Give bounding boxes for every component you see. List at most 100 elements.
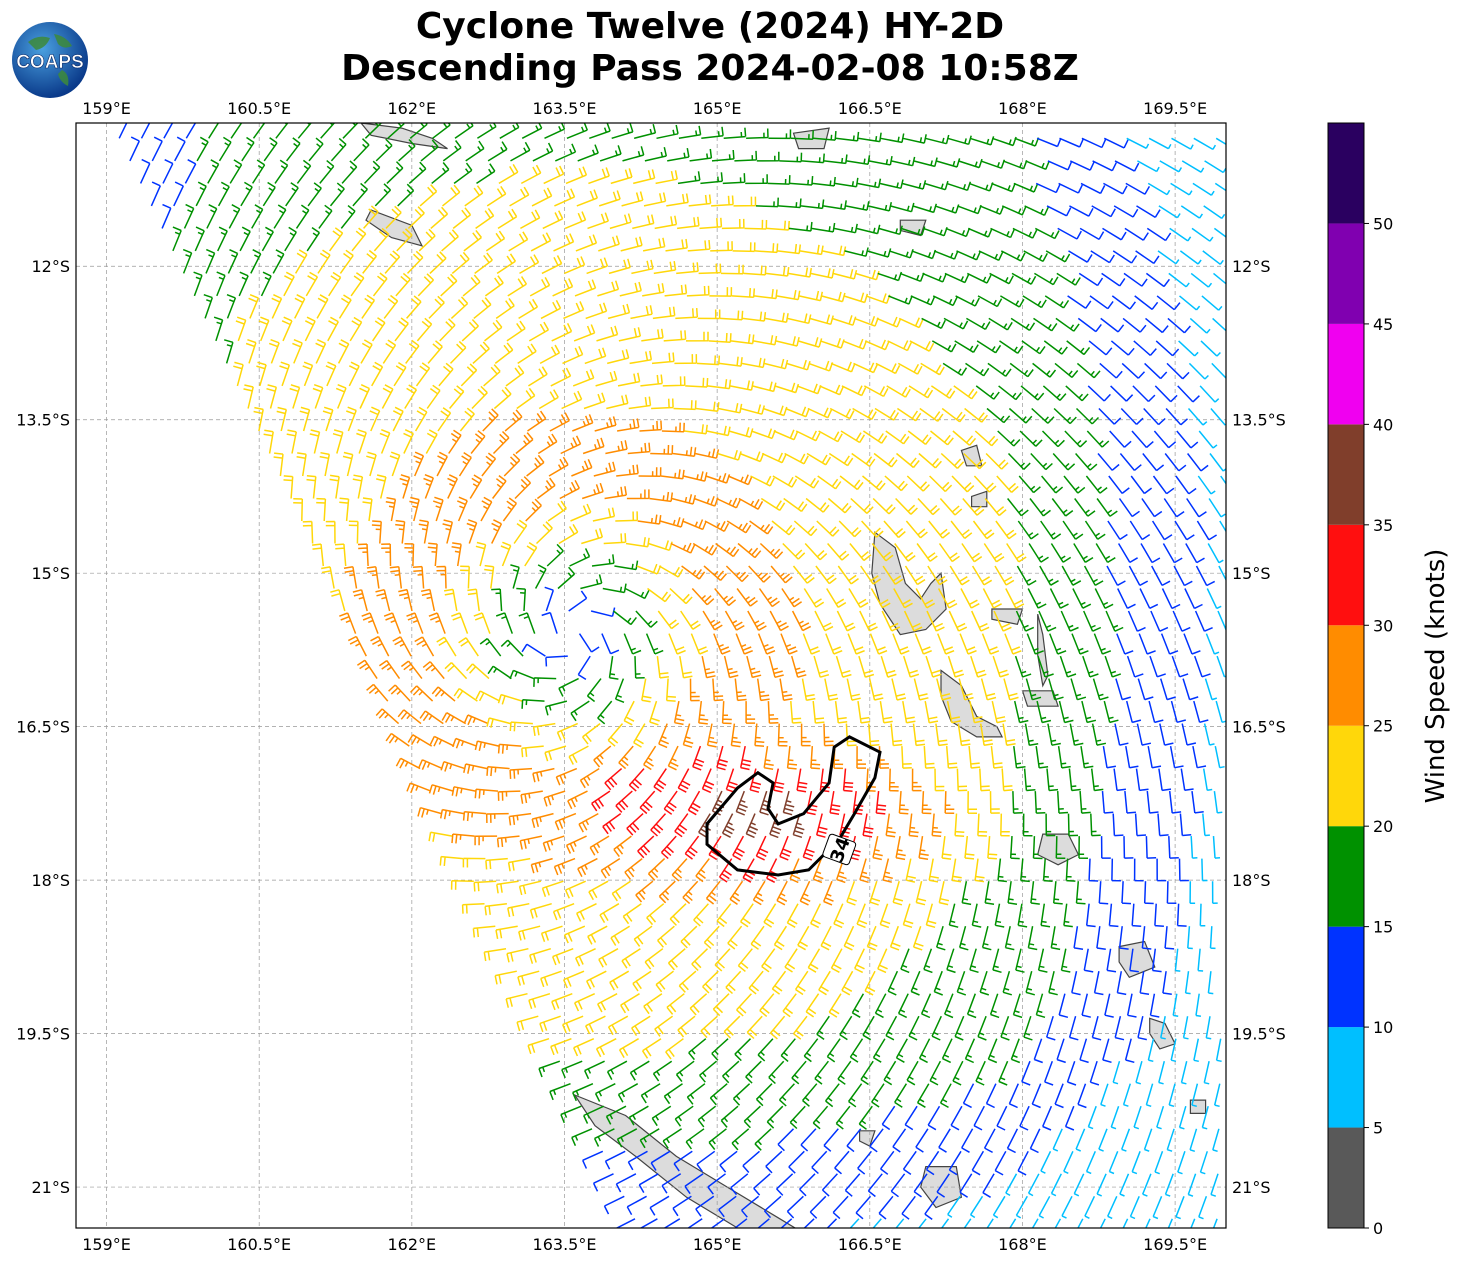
wind-barb [981, 926, 992, 951]
wind-barb [710, 241, 733, 252]
wind-barb [1211, 362, 1226, 380]
wind-barb [594, 1083, 616, 1102]
wind-barb [408, 161, 427, 184]
wind-barb [1101, 272, 1126, 287]
wind-barb [514, 476, 532, 500]
wind-barb [793, 520, 818, 537]
wind-barb [930, 385, 956, 399]
wind-barb [1178, 1105, 1187, 1130]
wind-barb [734, 678, 747, 702]
wind-barb [922, 272, 947, 283]
wind-barb [675, 308, 699, 320]
wind-barb [717, 449, 742, 461]
wind-barb [940, 452, 965, 469]
wind-barb [559, 479, 580, 500]
wind-barb [754, 243, 779, 254]
wind-barb [384, 250, 401, 274]
wind-barb [839, 1015, 853, 1041]
wind-barb [927, 565, 948, 586]
wind-barb [381, 384, 394, 409]
wind-barb [1204, 678, 1218, 701]
wind-barb [1163, 498, 1185, 518]
wind-barb [810, 903, 822, 929]
wind-barb [1145, 317, 1169, 334]
wind-barb [680, 925, 698, 949]
wind-barb [925, 134, 950, 145]
wind-barb [610, 925, 630, 946]
wind-barb [689, 678, 700, 702]
wind-barb [506, 947, 529, 963]
wind-barb [307, 182, 322, 207]
island-13 [792, 127, 830, 150]
wind-barb [990, 746, 1003, 769]
wind-barb [1025, 971, 1035, 996]
wind-barb [283, 475, 294, 499]
wind-barb [1110, 385, 1134, 402]
wind-barb [322, 406, 334, 432]
wind-barb [603, 1195, 625, 1215]
wind-barb [786, 746, 798, 770]
wind-barb [607, 1015, 629, 1036]
colorbar-title: Wind Speed (knots) [1421, 549, 1451, 804]
wind-barb [742, 1150, 760, 1173]
wind-barb [208, 123, 220, 139]
wind-barb [660, 835, 677, 860]
wind-barb [352, 474, 364, 499]
wind-barb [758, 588, 780, 608]
wind-barb [601, 633, 620, 655]
wind-barb [773, 429, 799, 441]
wind-barb [1142, 453, 1165, 472]
wind-barb [797, 925, 810, 951]
colorbar-frame [1327, 122, 1365, 1229]
wind-barb [1153, 430, 1177, 449]
wind-barb [802, 633, 821, 655]
wind-barb [962, 498, 985, 516]
wind-barb [405, 339, 420, 364]
wind-barb [1101, 791, 1114, 814]
wind-barb [427, 542, 438, 567]
wind-barb [956, 970, 967, 996]
wind-barb [787, 267, 813, 278]
wind-barb [1124, 791, 1136, 814]
wind-barb [918, 1038, 931, 1064]
wind-barb [432, 123, 451, 139]
wind-barb [223, 339, 234, 364]
wind-barb [813, 655, 830, 678]
wind-barb [872, 1218, 882, 1228]
wind-barb [1121, 881, 1132, 905]
wind-barb [859, 858, 870, 884]
wind-barb [850, 497, 874, 514]
wind-barb [544, 700, 568, 716]
wind-barb [682, 519, 707, 531]
wind-barb [614, 560, 639, 571]
wind-barb [1091, 1016, 1102, 1041]
wind-barb [560, 1105, 582, 1124]
wind-barb [742, 311, 767, 322]
wind-barb [825, 633, 843, 655]
wind-barb [936, 1173, 950, 1198]
wind-barb [140, 123, 151, 139]
wind-barb [329, 474, 340, 499]
wind-barb [908, 385, 934, 399]
wind-barb [674, 354, 698, 365]
wind-barb [319, 160, 335, 184]
wind-barb [714, 588, 737, 607]
wind-barb [1116, 971, 1127, 996]
wind-barb [963, 452, 987, 470]
wind-barb [693, 496, 719, 507]
wind-barb [979, 205, 1005, 215]
wind-barb [941, 836, 952, 860]
wind-barb [1124, 227, 1149, 241]
wind-barb [582, 723, 601, 745]
wind-barb [1116, 633, 1134, 655]
wind-barb [952, 430, 977, 446]
wind-barb [888, 768, 899, 792]
wind-barb [657, 610, 680, 630]
wind-barb [395, 519, 406, 544]
wind-barb [1103, 137, 1129, 149]
wind-barb [460, 565, 470, 589]
wind-barb [296, 159, 312, 184]
wind-barb [910, 295, 936, 306]
wind-barb [846, 880, 857, 906]
wind-barb [718, 858, 733, 883]
